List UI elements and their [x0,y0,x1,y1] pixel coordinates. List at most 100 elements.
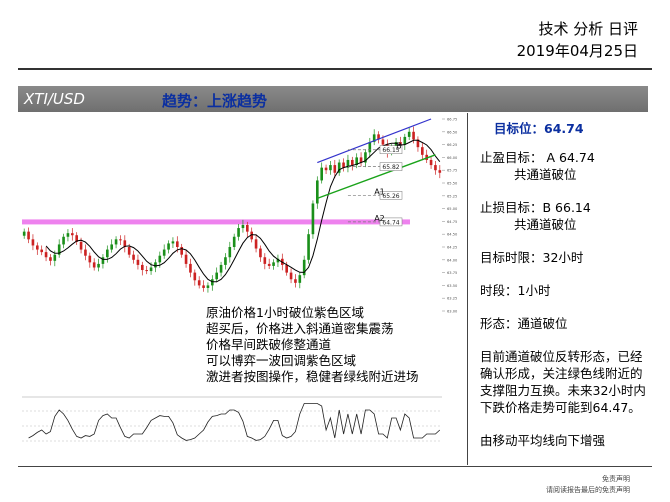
candle-body [364,152,367,163]
candle-body [302,259,306,276]
candle [110,239,113,253]
candle [267,258,271,270]
y-tick-label: 66.00 [447,156,458,160]
disclaimer-title: 免责声明 [602,475,630,483]
level-tag-box [379,217,403,227]
candle [84,244,87,261]
candle-body [259,248,262,258]
level-label: A1 [374,187,385,196]
candle-body [438,170,442,173]
candle-body [368,142,372,153]
candle [211,275,214,291]
candle [311,200,315,239]
candle-body [53,254,57,261]
candle [22,228,26,239]
candle-body [307,234,310,260]
candle-body [294,279,297,283]
candle-body [337,162,341,173]
candle-body [22,231,26,236]
level-tag: 64.74 [382,219,399,226]
report-title: 技术 分析 日评 [538,20,638,38]
candle [171,237,175,249]
candle-body [136,259,140,265]
candle [88,252,92,268]
candle [259,245,262,262]
candle-body [219,264,223,273]
candle-body [346,159,350,168]
candle-body [215,272,218,280]
annotation-line: 价格早间跌破修整通道 [206,337,332,352]
candle-body [127,247,131,255]
candle-body [399,142,402,145]
candle [337,159,341,176]
candle-body [263,257,267,264]
candle [31,234,35,251]
y-tick-label: 63.00 [447,310,458,314]
candle [403,133,407,150]
candle [219,261,223,277]
level-tag-box [379,145,403,154]
candle [36,242,39,255]
candle [355,153,358,169]
candle-body [92,262,96,268]
candle [416,136,420,152]
candle-body [57,244,61,255]
candle-body [79,241,83,250]
candle-body [289,272,293,280]
candle-body [316,180,319,204]
y-tick-label: 63.50 [447,284,458,288]
level-tag: 66.15 [382,147,399,154]
plot-area [22,119,442,311]
candle [421,143,424,161]
annotation-line: 激进者按图操作，稳健者绿线附近进场 [206,369,419,384]
candle-body [71,233,74,236]
candle [167,240,170,254]
candle-body [119,239,122,241]
candle [62,233,65,249]
candle-body [27,231,30,240]
candle [359,152,363,167]
pattern: 形态：通道破位 [480,316,568,331]
candle-body [114,239,118,245]
candle [407,127,411,140]
candle-body [320,167,323,181]
level-tag: 65.82 [382,164,399,171]
header-divider [18,68,652,70]
candle [136,254,140,270]
candle-body [377,134,380,140]
level-tag-box [379,162,403,171]
candle-body [49,257,52,261]
level-tag-box [379,191,403,200]
candle-body [381,139,385,145]
y-tick-label: 65.00 [447,207,458,211]
candle-body [154,262,157,268]
candle-body [162,249,166,256]
candle-body [311,203,315,235]
take-profit-note: 共通道破位 [514,167,577,182]
stop-loss: 止损目标：B 66.14 [480,200,591,215]
candle [254,234,258,253]
price-chart: 66.75 66.50 66.25 66.00 65.75 65.50 65.25 65.00… [22,118,458,442]
candle [320,162,323,184]
candle-body [66,233,70,237]
y-tick-label: 65.50 [447,182,458,186]
candle [193,269,197,286]
candle-body [228,247,232,258]
title-banner: XTI/USD 趋势：上涨趋势 [18,86,648,112]
candle [263,253,267,270]
analysis-text: 目前通道破位反转形态，已经确认形成，关注绿色线附近的支撑阻力互换。未来32小时内… [480,349,646,415]
candle [114,236,118,249]
take-profit: 止盈目标： A 64.74 [480,150,595,165]
symbol-label: XTI/USD [24,90,85,108]
candle-body [184,254,188,264]
candle [224,253,227,270]
chart-annotation: 原油价格1小时破位紫色区域 超买后，价格进入斜通道密集震荡 价格早间跌破修整通道… [206,305,419,385]
candle [298,272,302,289]
candle-body [298,275,302,283]
candle [97,258,100,272]
candle [237,223,240,241]
candle [228,241,232,263]
candle-body [110,244,113,250]
y-tick-label: 64.75 [447,220,457,224]
candle-body [254,239,258,249]
